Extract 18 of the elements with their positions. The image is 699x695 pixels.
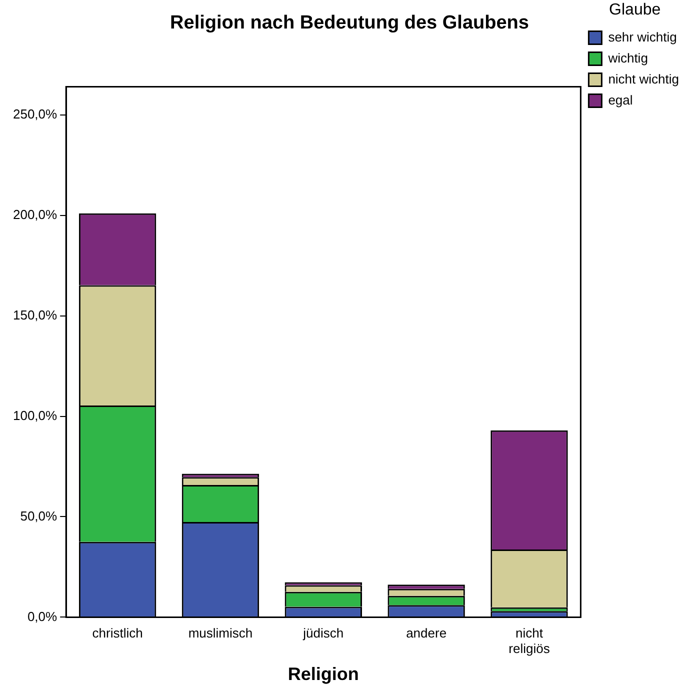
x-tick-label: muslimisch (188, 626, 253, 641)
legend-title: Glaube (609, 1, 661, 18)
legend-label: egal (608, 92, 633, 108)
x-tick-label: jüdisch (302, 626, 344, 641)
chart-title: Religion nach Bedeutung des Glaubens (170, 12, 529, 34)
legend-label: nicht wichtig (608, 71, 680, 86)
y-tick-label: 100,0% (12, 408, 58, 423)
legend-label: wichtig (607, 50, 648, 66)
y-tick-label: 200,0% (12, 206, 58, 222)
x-tick-label: nicht religiös (508, 626, 550, 656)
x-tick-label: andere (406, 626, 447, 641)
x-tick-label: christlich (92, 626, 143, 641)
y-tick-label: 0,0% (27, 608, 58, 624)
legend-label: sehr wichtig (608, 29, 677, 44)
y-tick-label: 250,0% (12, 106, 58, 122)
y-tick-label: 150,0% (12, 307, 58, 322)
x-axis-title: Religion (288, 664, 359, 684)
y-tick-label: 50,0% (20, 508, 58, 524)
